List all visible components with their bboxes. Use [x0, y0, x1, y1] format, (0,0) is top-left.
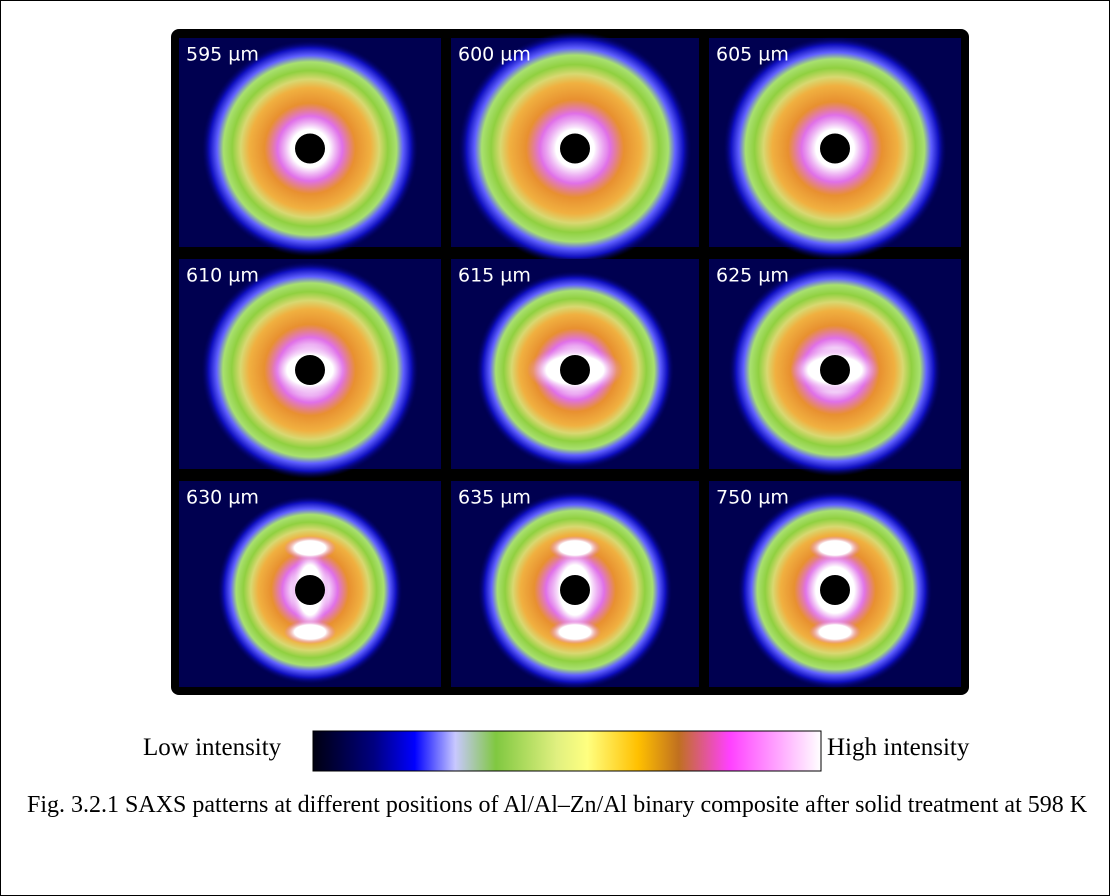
saxs-panel: 635 µm [451, 481, 699, 690]
figure: 595 µm 600 µm 605 µm 610 µm 615 µm 625 µm 630 … [171, 29, 969, 772]
panel-label: 630 µm [186, 487, 259, 509]
saxs-panel: 625 µm [709, 259, 961, 477]
beam-stop [560, 355, 590, 385]
colorbar [312, 730, 822, 772]
panel-label: 625 µm [716, 265, 789, 287]
scattering-lobe [809, 536, 861, 560]
beam-stop [820, 133, 850, 164]
scattering-lobe [809, 620, 861, 644]
panel-label: 605 µm [716, 44, 789, 66]
panel-grid: 595 µm 600 µm 605 µm 610 µm 615 µm 625 µm 630 … [179, 31, 961, 690]
saxs-panel: 630 µm [179, 481, 441, 687]
panel-label: 635 µm [458, 487, 531, 509]
colorbar-high-label: High intensity [827, 734, 970, 761]
panel-label: 595 µm [186, 44, 259, 66]
scattering-lobe [549, 536, 601, 560]
panel-label: 610 µm [186, 265, 259, 287]
scattering-lobe [284, 620, 336, 644]
beam-stop [560, 575, 590, 605]
panel-label: 600 µm [458, 44, 531, 66]
panel-label: 615 µm [458, 265, 531, 287]
beam-stop [295, 355, 325, 385]
caption: Fig. 3.2.1 SAXS patterns at different po… [27, 792, 1088, 818]
saxs-panel: 595 µm [179, 38, 441, 257]
beam-stop [295, 575, 325, 605]
saxs-panel: 605 µm [709, 36, 961, 261]
saxs-panel: 615 µm [451, 259, 699, 470]
beam-stop [560, 133, 590, 164]
saxs-panel: 750 µm [709, 481, 961, 690]
saxs-panel: 610 µm [179, 259, 441, 479]
colorbar-low-label: Low intensity [143, 734, 282, 761]
panel-label: 750 µm [716, 487, 789, 509]
scattering-lobe [549, 620, 601, 644]
scattering-lobe [284, 536, 336, 560]
beam-stop [295, 133, 325, 164]
saxs-panel: 600 µm [451, 31, 699, 266]
beam-stop [820, 575, 850, 605]
beam-stop [820, 355, 850, 385]
